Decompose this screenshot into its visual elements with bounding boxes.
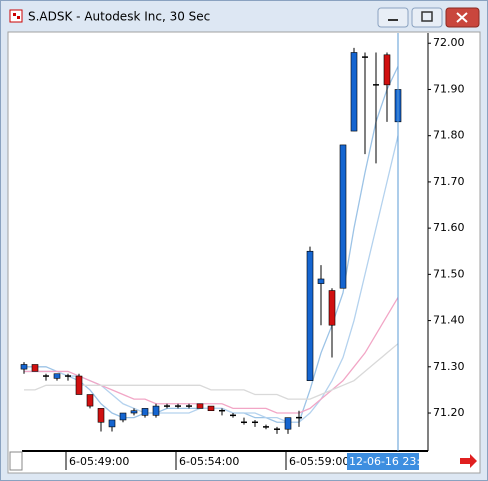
- y-tick-label: 71.50: [433, 267, 465, 280]
- restore-icon: [421, 11, 433, 22]
- candle-body: [119, 412, 127, 421]
- candle-body: [207, 405, 215, 412]
- candle-body: [306, 250, 314, 381]
- x-tick-label: 6-05:49:00: [69, 455, 129, 468]
- candle-body: [339, 144, 347, 289]
- y-tick-label: 71.40: [433, 314, 465, 327]
- candle-body: [86, 394, 94, 407]
- candle-body: [141, 408, 149, 416]
- y-tick-label: 72.00: [433, 36, 465, 49]
- moving-average-line: [24, 297, 399, 414]
- candle-body: [152, 405, 160, 416]
- y-tick-label: 71.30: [433, 360, 465, 373]
- candle-body: [31, 364, 39, 372]
- y-tick-label: 71.20: [433, 406, 465, 419]
- window-icon: [17, 16, 20, 19]
- candle-body: [317, 278, 325, 284]
- candle-body: [196, 403, 204, 409]
- minimize-button[interactable]: [377, 7, 409, 28]
- moving-average-line: [24, 343, 399, 400]
- candle-body: [53, 373, 61, 379]
- candle-body: [20, 364, 28, 370]
- crosshair-label: 12-06-16 23:34:00: [349, 455, 452, 468]
- candle-body: [350, 52, 358, 132]
- candle-body: [383, 54, 391, 86]
- y-tick-label: 71.90: [433, 82, 465, 95]
- candle-body: [97, 408, 105, 423]
- chart-area: [7, 31, 481, 474]
- candle-body: [130, 410, 138, 414]
- window-title: S.ADSK - Autodesk Inc, 30 Sec: [28, 10, 210, 24]
- x-tick-label: 6-05:54:00: [179, 455, 239, 468]
- candle-body: [328, 290, 336, 326]
- scroll-box[interactable]: [9, 451, 23, 471]
- candle-body: [108, 419, 116, 428]
- restore-button[interactable]: [411, 7, 443, 28]
- y-tick-label: 71.60: [433, 221, 465, 234]
- candle-body: [284, 417, 292, 430]
- x-tick-label: 6-05:59:00: [289, 455, 349, 468]
- crosshair-label-bg: [347, 453, 419, 470]
- y-tick-label: 71.80: [433, 129, 465, 142]
- window-icon: [13, 13, 16, 16]
- scroll-arrow[interactable]: [460, 454, 477, 468]
- candle-body: [75, 375, 83, 395]
- close-icon: [456, 12, 468, 23]
- y-tick-label: 71.70: [433, 175, 465, 188]
